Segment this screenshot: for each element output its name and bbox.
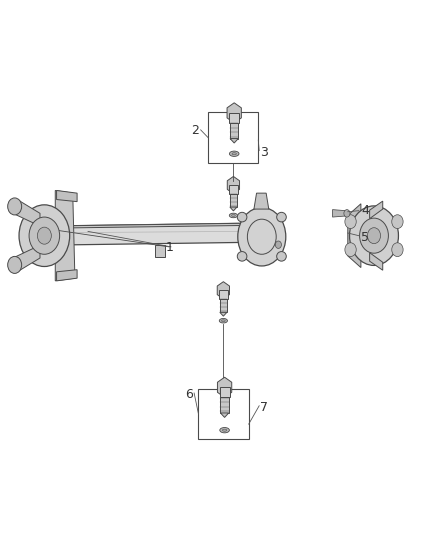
- Polygon shape: [57, 270, 77, 281]
- Polygon shape: [13, 199, 40, 226]
- Ellipse shape: [277, 252, 286, 261]
- Polygon shape: [254, 193, 269, 209]
- Ellipse shape: [222, 320, 225, 321]
- Circle shape: [367, 228, 381, 244]
- Text: 5: 5: [361, 231, 369, 244]
- Polygon shape: [42, 223, 275, 228]
- Circle shape: [392, 215, 403, 229]
- Polygon shape: [13, 245, 40, 272]
- Bar: [219, 387, 230, 397]
- Ellipse shape: [277, 212, 286, 222]
- Polygon shape: [370, 253, 383, 270]
- Bar: [198, 389, 249, 439]
- Ellipse shape: [237, 212, 247, 222]
- Text: 2: 2: [191, 124, 199, 138]
- Circle shape: [8, 198, 21, 215]
- Bar: [208, 112, 258, 163]
- Polygon shape: [227, 103, 241, 123]
- Ellipse shape: [220, 427, 230, 433]
- Text: 7: 7: [261, 401, 268, 414]
- Circle shape: [345, 243, 356, 256]
- Polygon shape: [55, 190, 75, 281]
- Circle shape: [37, 227, 51, 244]
- Circle shape: [392, 243, 403, 256]
- Text: 4: 4: [361, 204, 369, 217]
- Ellipse shape: [230, 213, 237, 217]
- Circle shape: [345, 215, 356, 229]
- Ellipse shape: [237, 252, 247, 261]
- Circle shape: [276, 241, 282, 248]
- Ellipse shape: [232, 215, 235, 216]
- Circle shape: [29, 217, 60, 254]
- Circle shape: [360, 218, 389, 253]
- Text: 3: 3: [261, 146, 268, 159]
- Ellipse shape: [230, 151, 239, 156]
- Bar: [219, 290, 228, 299]
- Bar: [155, 245, 165, 257]
- Circle shape: [19, 205, 70, 266]
- Bar: [230, 193, 237, 207]
- Ellipse shape: [223, 429, 227, 431]
- Polygon shape: [57, 190, 77, 201]
- Polygon shape: [42, 223, 269, 245]
- Polygon shape: [370, 201, 383, 219]
- Polygon shape: [220, 413, 229, 417]
- Text: 6: 6: [185, 387, 193, 401]
- Bar: [229, 185, 238, 193]
- Circle shape: [350, 206, 399, 265]
- Bar: [220, 299, 227, 312]
- Polygon shape: [348, 204, 361, 268]
- Polygon shape: [217, 377, 232, 397]
- Bar: [230, 123, 238, 139]
- Polygon shape: [217, 282, 230, 299]
- Bar: [220, 397, 229, 413]
- Polygon shape: [230, 139, 238, 143]
- Circle shape: [344, 209, 350, 217]
- Ellipse shape: [219, 318, 227, 323]
- Polygon shape: [230, 207, 237, 211]
- Circle shape: [8, 256, 21, 273]
- Polygon shape: [220, 312, 227, 316]
- Polygon shape: [332, 209, 346, 217]
- Polygon shape: [227, 176, 240, 193]
- Ellipse shape: [232, 152, 237, 155]
- Bar: [229, 113, 239, 123]
- Text: 1: 1: [165, 241, 173, 254]
- Ellipse shape: [238, 207, 286, 266]
